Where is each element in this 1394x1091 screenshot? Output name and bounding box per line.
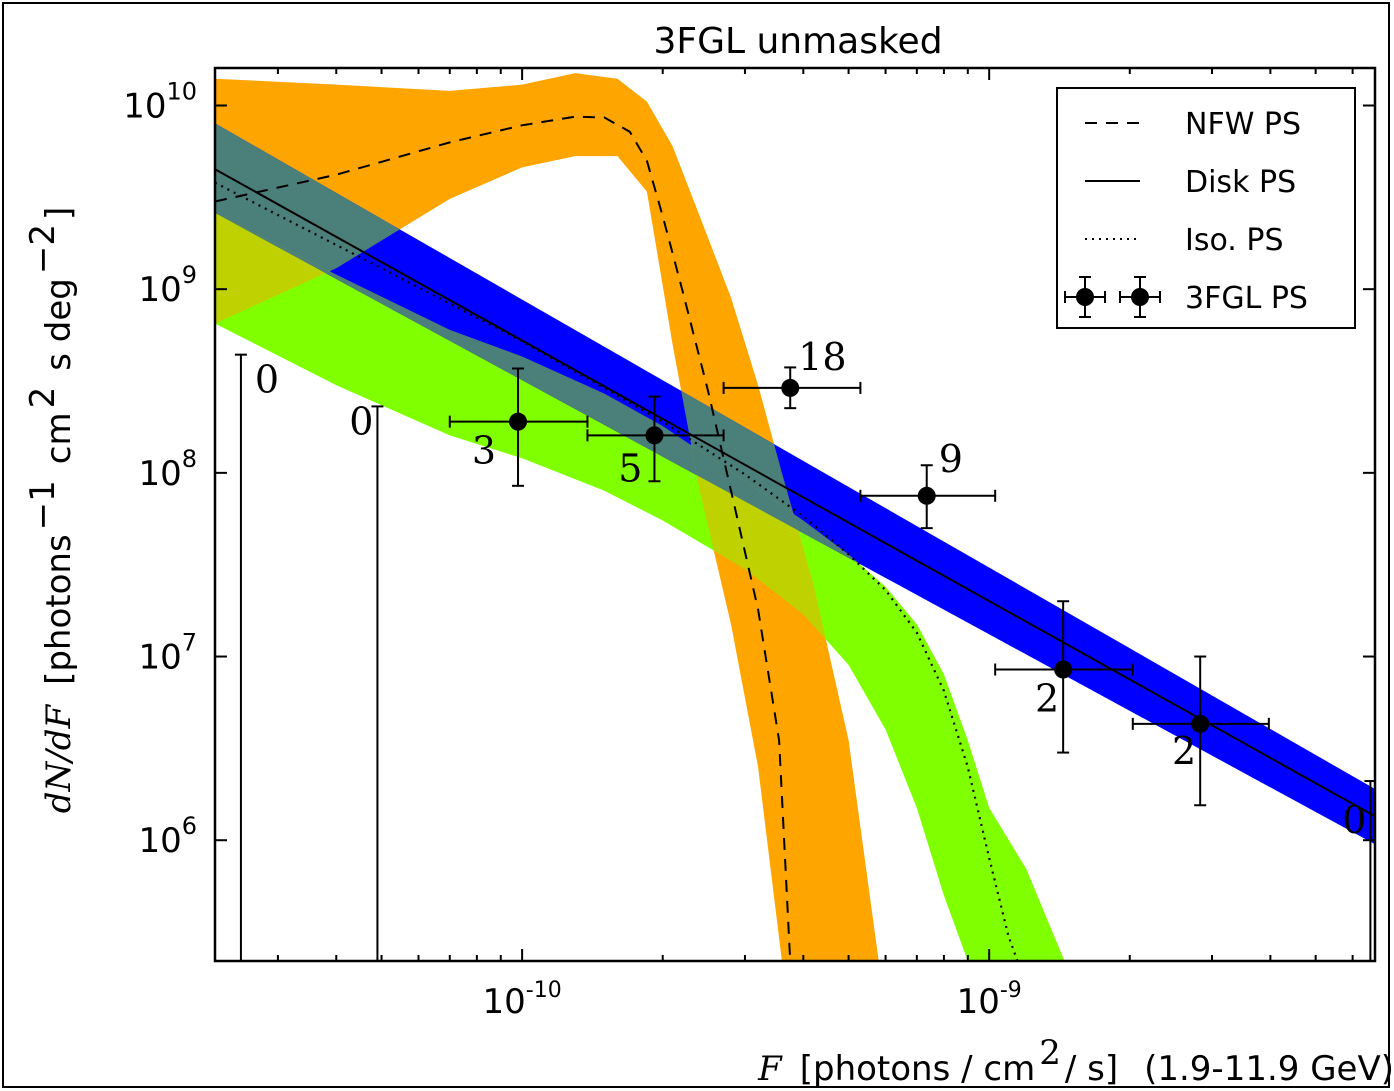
y-axis-symbol: dN/dF bbox=[39, 704, 79, 814]
disk-band bbox=[215, 123, 1375, 845]
y-tick-label: 106 bbox=[138, 812, 197, 861]
y-axis-exponent-3: −2 bbox=[23, 224, 63, 274]
x-tick-label: 10-9 bbox=[957, 978, 1022, 1022]
upper-limit-count-label: 0 bbox=[1342, 798, 1366, 842]
y-axis-units: [photons bbox=[39, 534, 79, 685]
x-axis-units-tail: / s] bbox=[1065, 1049, 1118, 1089]
iso-band bbox=[215, 213, 1097, 961]
x-axis-energy-range: (1.9-11.9 GeV) bbox=[1144, 1049, 1394, 1089]
bin-count-label: 5 bbox=[618, 446, 642, 490]
y-axis-label: dN/dF [photons −1 cm 2 s deg −2 ] bbox=[23, 207, 79, 814]
upper-limit-count-label: 0 bbox=[349, 399, 373, 443]
y-axis-exponent-2: 2 bbox=[23, 387, 63, 409]
legend-box bbox=[1056, 87, 1356, 329]
x-axis-label: F [photons / cm 2 / s] (1.9-11.9 GeV) bbox=[757, 1033, 1394, 1089]
y-tick-label: 1010 bbox=[123, 77, 197, 126]
legend-marker bbox=[1131, 288, 1149, 306]
x-tick-label: 10-10 bbox=[483, 978, 562, 1022]
y-axis-units-close: ] bbox=[39, 207, 79, 220]
legend-label: Iso. PS bbox=[1185, 223, 1284, 258]
legend-label: NFW PS bbox=[1185, 107, 1301, 142]
bin-count-label: 3 bbox=[472, 429, 496, 473]
data-point-marker bbox=[645, 426, 664, 445]
axes-frame bbox=[213, 66, 1377, 963]
y-tick-label: 107 bbox=[138, 629, 197, 678]
bin-count-label: 2 bbox=[1035, 676, 1059, 720]
series-line-iso-ps bbox=[215, 181, 1019, 961]
plot-area bbox=[215, 73, 1375, 961]
y-tick-label: 109 bbox=[138, 261, 197, 310]
data-point-1 bbox=[586, 395, 725, 483]
legend-entry-0: NFW PS bbox=[1085, 107, 1301, 142]
ticks bbox=[215, 68, 1375, 961]
y-axis-units-2: cm bbox=[39, 412, 79, 464]
bin-count-label: 18 bbox=[798, 335, 846, 379]
legend-label: Disk PS bbox=[1185, 165, 1296, 200]
legend: NFW PS Disk PS Iso. PS 3FGL PS bbox=[1056, 87, 1356, 329]
nfw-band bbox=[215, 73, 879, 961]
series-line-nfw-ps bbox=[215, 115, 792, 961]
svg-text:dN/dF [photons −1: dN/dF [photons −1 cm 2 s deg −2 ] bbox=[23, 207, 79, 814]
y-axis-units-3: s deg bbox=[39, 278, 79, 371]
legend-entry-2: Iso. PS bbox=[1085, 223, 1284, 258]
data-point-marker bbox=[781, 378, 800, 397]
chart-title: 3FGL unmasked bbox=[653, 21, 942, 62]
data-point-marker bbox=[1191, 714, 1210, 733]
x-axis-symbol: F bbox=[757, 1049, 783, 1089]
bin-count-label: 2 bbox=[1172, 729, 1196, 773]
data-point-2 bbox=[722, 366, 862, 410]
x-axis-units: [photons / cm bbox=[800, 1049, 1035, 1089]
data-point-3 bbox=[859, 464, 997, 530]
legend-marker bbox=[1076, 288, 1094, 306]
data-point-4 bbox=[994, 600, 1134, 754]
data-point-marker bbox=[1054, 660, 1073, 679]
svg-text:F [photons / cm 2: F [photons / cm 2 / s] (1.9-11.9 GeV) bbox=[757, 1033, 1394, 1089]
legend-entry-1: Disk PS bbox=[1085, 165, 1296, 200]
y-axis-exponent-1: −1 bbox=[23, 480, 63, 530]
y-tick-label: 108 bbox=[138, 445, 197, 494]
legend-label: 3FGL PS bbox=[1185, 281, 1308, 316]
data-point-marker bbox=[917, 486, 936, 505]
data-point-5 bbox=[1131, 655, 1270, 807]
x-axis-units-exponent: 2 bbox=[1039, 1033, 1061, 1073]
bin-count-label: 9 bbox=[939, 437, 963, 481]
legend-entry-3: 3FGL PS bbox=[1064, 276, 1308, 318]
series-line-disk-ps bbox=[215, 168, 1375, 818]
upper-limit-count-label: 0 bbox=[255, 358, 279, 402]
data-point-0 bbox=[448, 367, 589, 487]
data-point-marker bbox=[509, 412, 528, 431]
